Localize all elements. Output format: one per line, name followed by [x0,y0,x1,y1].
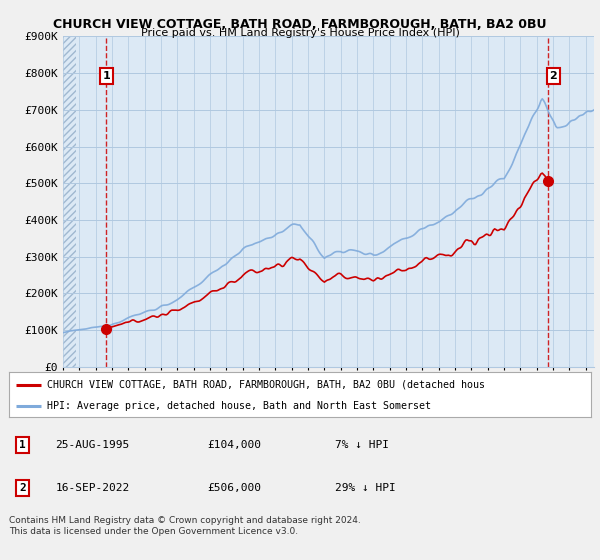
Text: 29% ↓ HPI: 29% ↓ HPI [335,483,395,493]
Text: 7% ↓ HPI: 7% ↓ HPI [335,440,389,450]
Text: £506,000: £506,000 [207,483,261,493]
Text: 1: 1 [103,71,110,81]
Text: CHURCH VIEW COTTAGE, BATH ROAD, FARMBOROUGH, BATH, BA2 0BU (detached hous: CHURCH VIEW COTTAGE, BATH ROAD, FARMBORO… [47,380,485,390]
Text: 2: 2 [550,71,557,81]
Text: CHURCH VIEW COTTAGE, BATH ROAD, FARMBOROUGH, BATH, BA2 0BU: CHURCH VIEW COTTAGE, BATH ROAD, FARMBORO… [53,18,547,31]
Bar [63,36,76,367]
Text: Contains HM Land Registry data © Crown copyright and database right 2024.
This d: Contains HM Land Registry data © Crown c… [9,516,361,536]
Text: 1: 1 [19,440,26,450]
Text: 2: 2 [19,483,26,493]
Text: 25-AUG-1995: 25-AUG-1995 [56,440,130,450]
Text: Price paid vs. HM Land Registry's House Price Index (HPI): Price paid vs. HM Land Registry's House … [140,28,460,38]
Text: £104,000: £104,000 [207,440,261,450]
Text: 16-SEP-2022: 16-SEP-2022 [56,483,130,493]
Text: HPI: Average price, detached house, Bath and North East Somerset: HPI: Average price, detached house, Bath… [47,401,431,411]
